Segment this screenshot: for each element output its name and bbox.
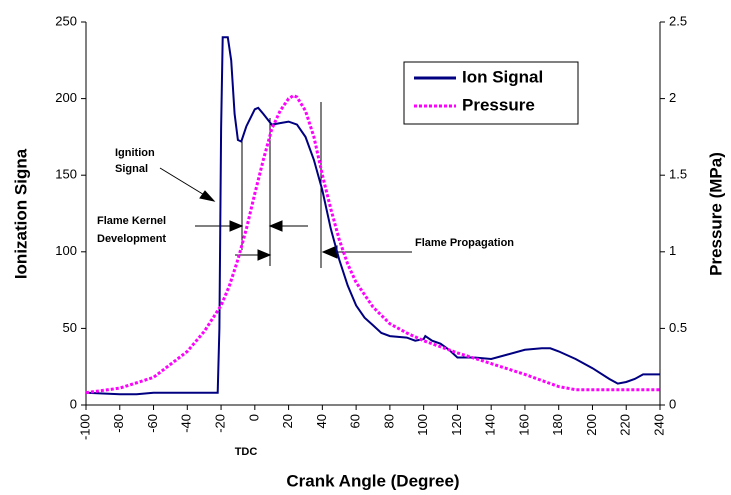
x-tick-label: 60	[348, 414, 363, 428]
x-tick-label: -60	[145, 414, 160, 433]
y2-tick-label: 0.5	[669, 320, 687, 335]
y2-tick-label: 2	[669, 90, 676, 105]
annotation: Signal	[115, 163, 148, 175]
x-tick-label: 160	[516, 414, 531, 436]
x-tick-label: 80	[381, 414, 396, 428]
x-axis-label: Crank Angle (Degree)	[286, 471, 459, 490]
y2-tick-label: 1.5	[669, 167, 687, 182]
annotation: Ignition	[115, 147, 155, 159]
series-line	[85, 93, 660, 395]
y2-tick-label: 0	[669, 396, 676, 411]
ignition-pointer	[159, 167, 207, 197]
arrow-head	[229, 220, 244, 232]
legend-label: Pressure	[462, 95, 535, 114]
x-tick-label: 120	[449, 414, 464, 436]
annotation: TDC	[235, 446, 258, 458]
y-tick-label: 200	[55, 90, 77, 105]
x-tick-label: 20	[280, 414, 295, 428]
x-tick-label: 40	[314, 414, 329, 428]
y-tick-label: 100	[55, 243, 77, 258]
x-tick-label: 0	[246, 414, 261, 421]
annotation: Flame Propagation	[415, 237, 514, 249]
series-line	[85, 36, 660, 396]
annotation: Flame Kernel	[97, 215, 166, 227]
arrow-head	[257, 249, 272, 261]
x-tick-label: -80	[111, 414, 126, 433]
x-tick-label: 100	[415, 414, 430, 436]
axes	[85, 22, 661, 406]
arrow-head	[321, 245, 338, 259]
legend-label: Ion Signal	[462, 67, 543, 86]
arrow-head	[268, 220, 283, 232]
legend-box	[403, 61, 579, 125]
x-tick-label: -20	[212, 414, 227, 433]
annotation-lines	[159, 102, 412, 268]
y2-axis-label: Pressure (MPa)	[706, 152, 725, 276]
x-tick-label: 140	[483, 414, 498, 436]
x-tick-label: 220	[618, 414, 633, 436]
y-tick-label: 50	[63, 320, 77, 335]
y-tick-label: 150	[55, 167, 77, 182]
y-tick-label: 0	[70, 396, 77, 411]
x-tick-label: 200	[584, 414, 599, 436]
y2-tick-label: 2.5	[669, 13, 687, 28]
y-tick-label: 250	[55, 13, 77, 28]
x-tick-label: 240	[651, 414, 666, 436]
annotation: Development	[97, 233, 166, 245]
x-tick-label: 180	[550, 414, 565, 436]
y-axis-label: Ionization Signa	[11, 148, 30, 279]
arrow-head	[199, 190, 216, 202]
y2-tick-label: 1	[669, 243, 676, 258]
x-tick-label: -100	[77, 414, 92, 440]
x-tick-label: -40	[179, 414, 194, 433]
